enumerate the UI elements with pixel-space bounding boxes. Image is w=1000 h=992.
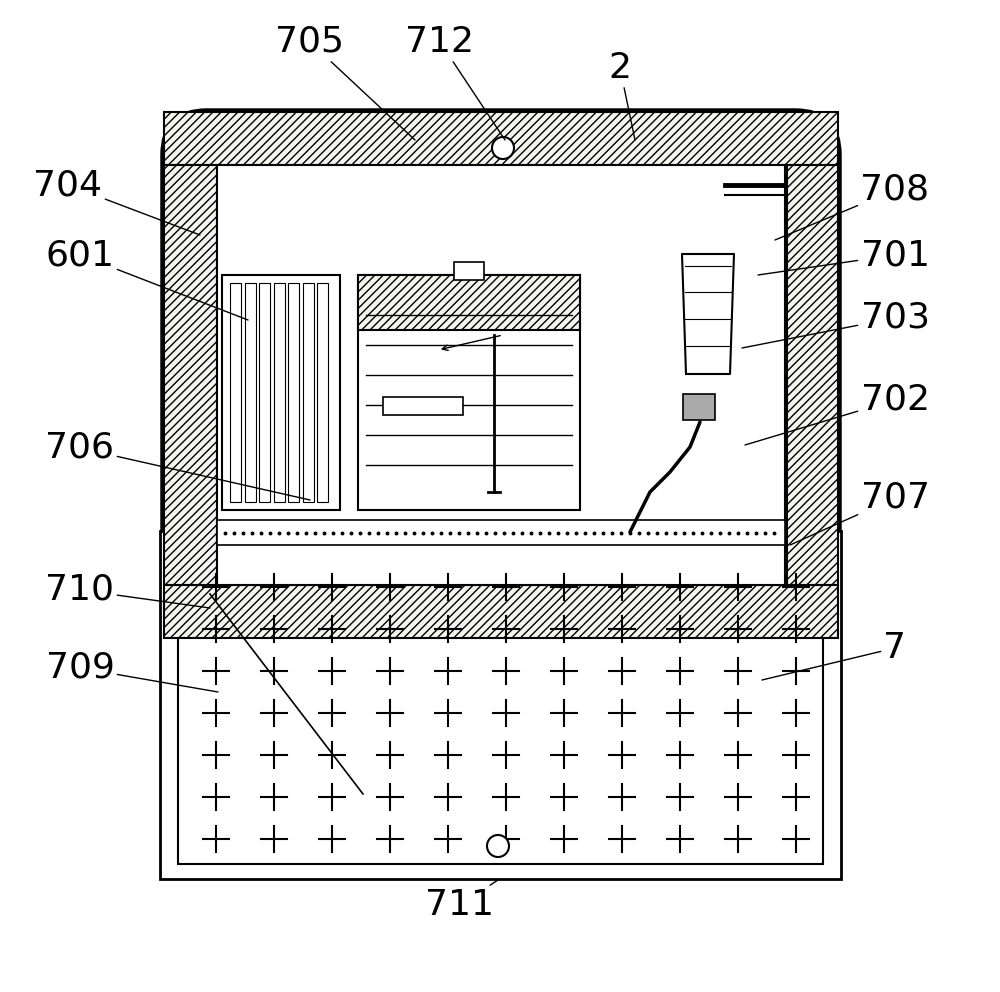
Text: 7: 7 xyxy=(762,631,906,680)
Bar xyxy=(683,394,715,420)
Text: 710: 710 xyxy=(46,573,210,608)
Bar xyxy=(245,283,256,502)
Bar xyxy=(303,283,314,502)
Bar xyxy=(383,397,463,415)
Bar xyxy=(288,283,299,502)
Text: 707: 707 xyxy=(790,481,930,545)
Circle shape xyxy=(492,137,514,159)
Bar xyxy=(274,283,285,502)
Bar xyxy=(454,262,484,280)
Text: 601: 601 xyxy=(46,238,248,320)
Bar xyxy=(164,585,838,638)
Text: 708: 708 xyxy=(775,173,930,240)
FancyBboxPatch shape xyxy=(162,110,840,640)
Text: 702: 702 xyxy=(745,383,930,445)
Bar xyxy=(178,539,823,864)
Bar xyxy=(230,283,241,502)
Bar xyxy=(217,545,785,560)
Bar xyxy=(160,531,841,879)
Text: 709: 709 xyxy=(46,651,218,692)
Bar xyxy=(164,165,217,585)
Text: 706: 706 xyxy=(46,431,310,500)
Text: 712: 712 xyxy=(406,25,505,140)
Bar xyxy=(164,112,838,165)
Text: 711: 711 xyxy=(426,880,498,922)
Text: 705: 705 xyxy=(276,25,415,140)
Text: 703: 703 xyxy=(742,301,930,348)
Bar xyxy=(259,283,270,502)
Bar xyxy=(217,165,785,585)
Circle shape xyxy=(487,835,509,857)
Bar xyxy=(222,275,340,510)
Bar xyxy=(217,520,785,545)
Bar xyxy=(358,275,580,330)
Polygon shape xyxy=(682,254,734,374)
Text: 2: 2 xyxy=(608,51,635,140)
Text: 704: 704 xyxy=(34,168,200,235)
Bar xyxy=(317,283,328,502)
Bar xyxy=(358,275,580,510)
Bar xyxy=(787,165,838,585)
Text: 701: 701 xyxy=(758,238,930,275)
